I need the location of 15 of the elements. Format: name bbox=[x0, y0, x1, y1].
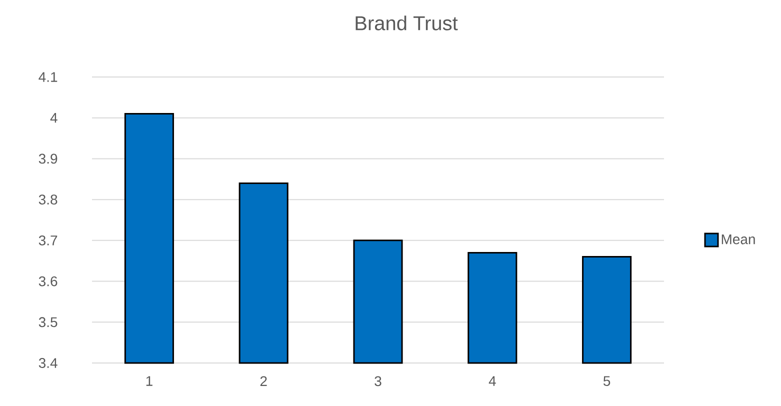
x-tick-label: 1 bbox=[146, 376, 152, 386]
legend-label: Mean bbox=[722, 234, 755, 244]
x-tick-label: 2 bbox=[260, 376, 267, 386]
x-tick-label: 5 bbox=[603, 376, 610, 386]
y-tick-label: 4.1 bbox=[38, 72, 58, 82]
y-tick-label: 3.6 bbox=[38, 276, 58, 286]
x-tick-label: 4 bbox=[488, 376, 496, 386]
y-tick-label: 3.5 bbox=[38, 317, 58, 328]
chart-title: Brand Trust bbox=[356, 16, 458, 30]
x-tick-label: 3 bbox=[374, 376, 382, 386]
y-tick-label: 3.4 bbox=[38, 358, 58, 368]
y-tick-label: 3.8 bbox=[38, 194, 58, 205]
y-tick-label: 3.7 bbox=[38, 235, 58, 246]
y-tick-label: 4 bbox=[50, 113, 58, 123]
y-tick-label: 3.9 bbox=[38, 154, 58, 164]
